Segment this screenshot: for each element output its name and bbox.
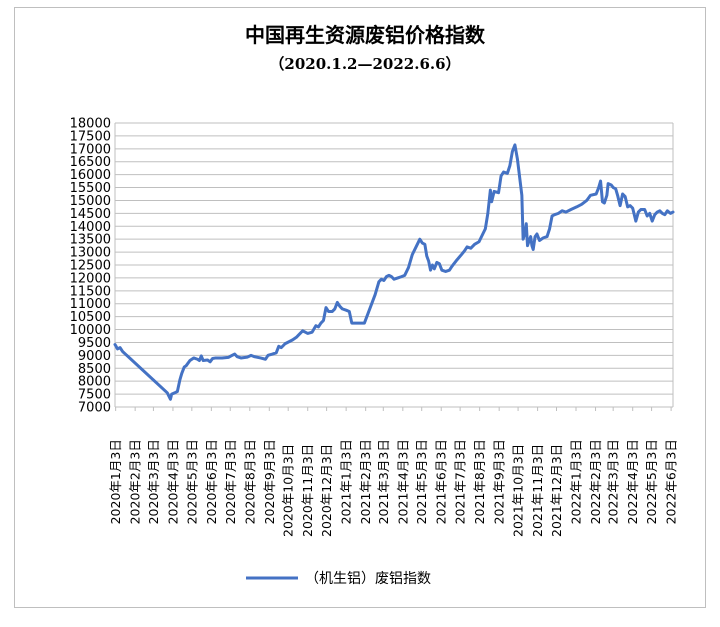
- x-tick-label: 2020年6月3日: [204, 439, 219, 524]
- x-tick-label: 2020年1月3日: [108, 439, 123, 524]
- chart-canvas: 中国再生资源废铝价格指数 （2020.1.2—2022.6.6） 7000750…: [70, 23, 679, 587]
- x-tick-label: 2021年1月3日: [339, 439, 354, 524]
- y-tick-label: 18000: [70, 117, 111, 132]
- x-tick-label: 2021年12月3日: [549, 444, 564, 537]
- x-tick-label: 2020年4月3日: [165, 439, 180, 524]
- y-tick-label: 13000: [70, 246, 111, 261]
- x-tick-label: 2020年8月3日: [242, 439, 257, 524]
- x-tick-label: 2021年8月3日: [472, 439, 487, 524]
- y-tick-label: 15000: [70, 194, 111, 209]
- y-tick-label: 15500: [70, 181, 111, 196]
- x-tick-label: 2021年2月3日: [358, 439, 373, 524]
- chart-subtitle: （2020.1.2—2022.6.6）: [269, 55, 460, 73]
- x-tick-label: 2020年12月3日: [319, 444, 334, 537]
- y-tick-label: 10000: [70, 323, 111, 338]
- y-tick-label: 17500: [70, 129, 111, 144]
- x-tick-label: 2022年5月3日: [644, 439, 659, 524]
- x-tick-label: 2020年3月3日: [146, 439, 161, 524]
- x-tick-label: 2022年2月3日: [588, 439, 603, 524]
- y-tick-label: 16000: [70, 168, 111, 183]
- y-tick-label: 14500: [70, 207, 111, 222]
- x-tick-label: 2021年10月3日: [511, 444, 526, 537]
- x-tick-label: 2021年6月3日: [434, 439, 449, 524]
- y-tick-label: 11500: [70, 284, 111, 299]
- x-tick-label: 2022年4月3日: [625, 439, 640, 524]
- x-tick-label: 2021年11月3日: [530, 444, 545, 537]
- y-tick-label: 7500: [78, 388, 111, 403]
- y-tick-label: 14000: [70, 220, 111, 235]
- x-tick-label: 2021年5月3日: [414, 439, 429, 524]
- y-tick-label: 11000: [70, 297, 111, 312]
- x-tick-label: 2020年5月3日: [184, 439, 199, 524]
- y-tick-label: 8000: [78, 375, 111, 390]
- y-tick-label: 12000: [70, 271, 111, 286]
- legend-label: （机生铝）废铝指数: [305, 571, 431, 587]
- x-tick-label: 2020年7月3日: [223, 439, 238, 524]
- chart-title: 中国再生资源废铝价格指数: [245, 23, 486, 47]
- y-tick-label: 17000: [70, 142, 111, 157]
- y-tick-label: 9500: [78, 336, 111, 351]
- y-tick-label: 8500: [78, 362, 111, 377]
- x-tick-label: 2021年9月3日: [492, 439, 507, 524]
- series-line: [113, 143, 675, 401]
- y-tick-label: 13500: [70, 233, 111, 248]
- grid-lines: [114, 122, 674, 408]
- x-tick-label: 2021年3月3日: [376, 439, 391, 524]
- legend: （机生铝）废铝指数: [246, 571, 431, 587]
- x-tick-label: 2022年1月3日: [569, 439, 584, 524]
- y-axis-ticks: 7000750080008500900095001000010500110001…: [70, 117, 111, 416]
- y-tick-label: 10500: [70, 310, 111, 325]
- y-tick-label: 12500: [70, 259, 111, 274]
- x-tick-label: 2020年9月3日: [262, 439, 277, 524]
- y-tick-label: 7000: [78, 401, 111, 416]
- y-tick-label: 9000: [78, 349, 111, 364]
- chart-frame: 中国再生资源废铝价格指数 （2020.1.2—2022.6.6） 7000 750…: [14, 7, 706, 608]
- x-tick-label: 2020年11月3日: [300, 444, 315, 537]
- x-tick-label: 2021年4月3日: [395, 439, 410, 524]
- series-layer: [113, 143, 675, 401]
- x-tick-label: 2020年2月3日: [128, 439, 143, 524]
- x-tick-label: 2022年3月3日: [606, 439, 621, 524]
- x-tick-label: 2021年7月3日: [453, 439, 468, 524]
- y-tick-label: 16500: [70, 155, 111, 170]
- x-tick-label: 2020年10月3日: [281, 444, 296, 537]
- x-tick-label: 2022年6月3日: [664, 439, 679, 524]
- x-axis-ticks: 2020年1月3日 2020年2月3日 2020年3月3日 2020年4月3日 2020…: [108, 407, 679, 537]
